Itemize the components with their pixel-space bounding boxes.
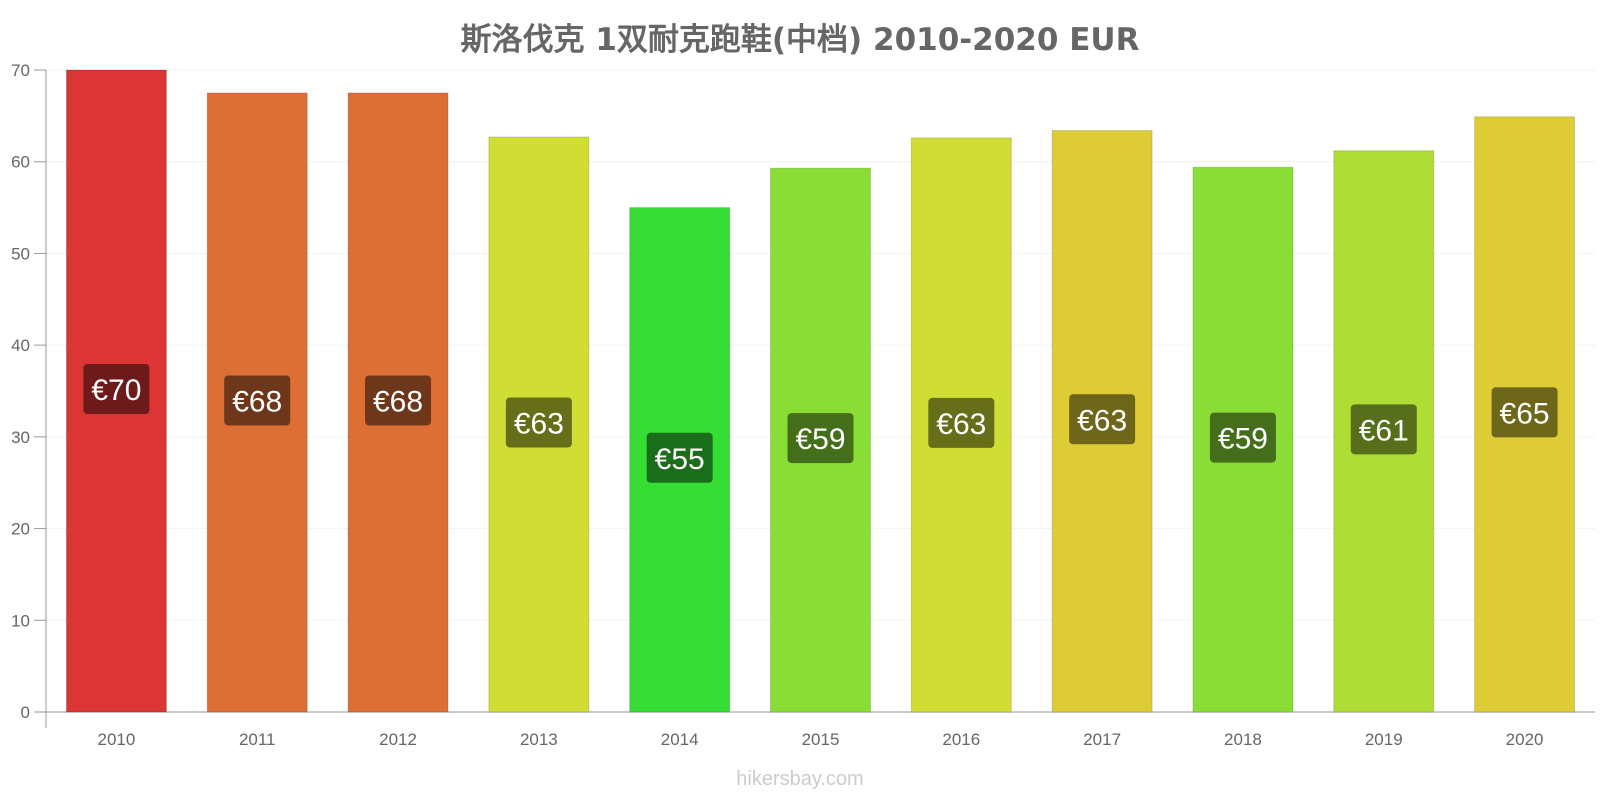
- x-tick-label: 2016: [942, 730, 980, 749]
- y-tick-label: 20: [11, 520, 30, 539]
- data-label-bg: [365, 375, 432, 426]
- data-labels: €70 €68 €68 €63 €55 €59 €63 €63 €59 €61 €65: [83, 364, 1558, 483]
- x-tick-label: 2019: [1365, 730, 1403, 749]
- data-label: €63: [1077, 404, 1127, 437]
- data-label: €65: [1500, 397, 1550, 430]
- data-label-bg: [787, 413, 854, 464]
- data-label-bg: [1491, 387, 1558, 438]
- x-tick-label: 2012: [379, 730, 417, 749]
- data-label-bg: [1350, 404, 1417, 455]
- x-tick-label: 2017: [1083, 730, 1121, 749]
- data-label: €70: [91, 374, 141, 407]
- data-label: €55: [655, 443, 705, 476]
- x-tick-label: 2013: [520, 730, 558, 749]
- x-tick-label: 2011: [239, 730, 276, 749]
- data-label-bg: [646, 432, 713, 483]
- data-label-bg: [224, 375, 291, 426]
- y-tick-label: 70: [11, 61, 30, 80]
- data-label: €59: [795, 423, 845, 456]
- y-tick-label: 0: [21, 703, 30, 722]
- data-label: €68: [373, 385, 423, 418]
- data-label-bg: [1209, 412, 1276, 463]
- x-tick-label: 2018: [1224, 730, 1262, 749]
- chart-title: 斯洛伐克 1双耐克跑鞋(中档) 2010-2020 EUR: [460, 22, 1140, 58]
- data-label-bg: [928, 397, 995, 448]
- bars: [65, 69, 1576, 713]
- y-tick-label: 60: [11, 153, 30, 172]
- y-tick-label: 30: [11, 428, 30, 447]
- data-label: €61: [1359, 414, 1409, 447]
- x-tick-label: 2014: [661, 730, 699, 749]
- data-label: €68: [232, 385, 282, 418]
- tick-labels: 0 10 20 30 40 50 60 70 2010 2011 2012 2013 2014 2015 2…: [11, 61, 1543, 749]
- y-tick-label: 10: [11, 611, 30, 630]
- x-tick-label: 2015: [802, 730, 840, 749]
- data-label: €63: [936, 408, 986, 441]
- x-tick-label: 2020: [1506, 730, 1544, 749]
- data-label: €63: [514, 407, 564, 440]
- y-tick-label: 50: [11, 244, 30, 263]
- data-label: €59: [1218, 423, 1268, 456]
- data-label-bg: [505, 397, 572, 448]
- y-tick-label: 40: [11, 336, 30, 355]
- data-label-bg: [1069, 394, 1136, 445]
- x-tick-label: 2010: [97, 730, 135, 749]
- watermark: hikersbay.com: [736, 768, 864, 790]
- data-label-bg: [83, 364, 150, 414]
